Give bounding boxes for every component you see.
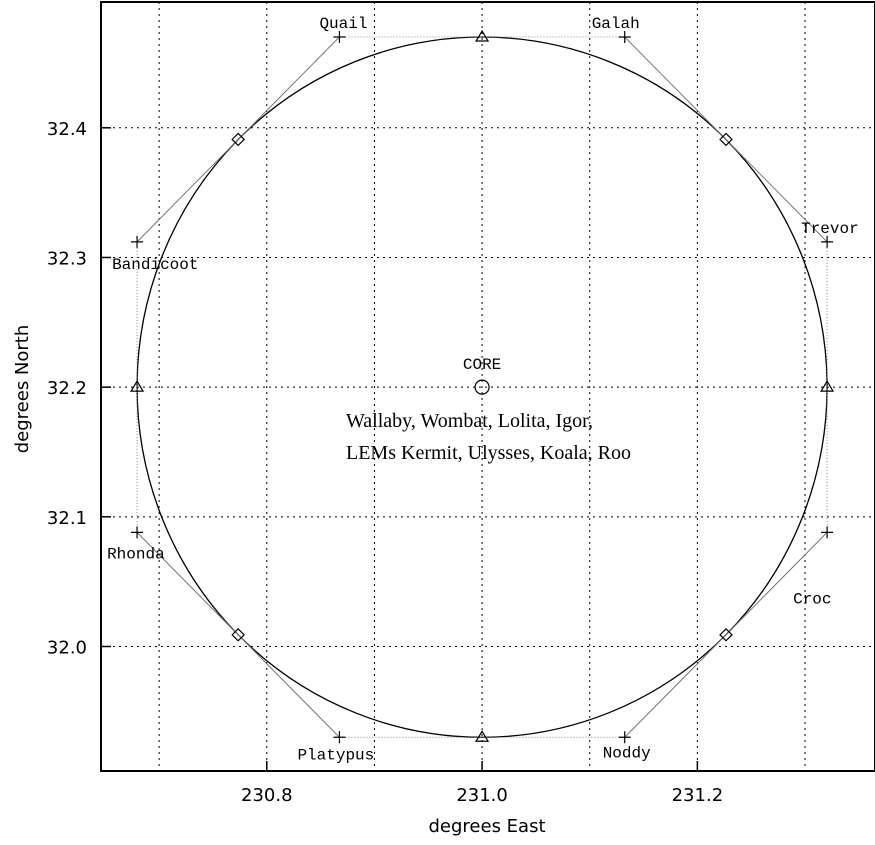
- reference-circle: [136, 36, 828, 738]
- y-tick-label: 32.2: [47, 378, 87, 399]
- station-label-quail: Quail: [319, 15, 367, 33]
- annotation-line-2: LEMs Kermit, Ulysses, Koala, Roo: [346, 442, 631, 464]
- diamond-marker: [231, 132, 245, 147]
- station-marker-noddy: [618, 731, 631, 744]
- station-marker-croc: [821, 526, 834, 539]
- core-marker: [474, 379, 490, 395]
- diamond-marker: [719, 132, 733, 147]
- diagonal-connector: [624, 36, 828, 243]
- x-tick-label: 230.8: [241, 785, 293, 806]
- station-labels: Quail Galah Trevor Croc Noddy Platypus Rhonda B…: [107, 15, 859, 764]
- station-label-platypus: Platypus: [297, 746, 374, 764]
- station-marker-rhonda: [131, 526, 144, 539]
- x-axis-title: degrees East: [428, 816, 545, 837]
- y-tick-label: 32.0: [47, 638, 87, 659]
- core-label: CORE: [463, 356, 501, 374]
- ticks: 230.8 231.0 231.2 32.0 32.1 32.2 32.3 32.4: [47, 119, 723, 806]
- diagonal-connector: [136, 36, 340, 243]
- station-marker-quail: [333, 31, 346, 44]
- triangle-marker: [475, 29, 490, 42]
- y-tick-label: 32.4: [47, 119, 87, 140]
- station-marker-trevor: [821, 235, 834, 248]
- station-marker-platypus: [333, 731, 346, 744]
- diagonal-connector: [136, 532, 340, 738]
- diagonal-connector: [624, 532, 828, 738]
- station-label-noddy: Noddy: [603, 744, 651, 762]
- station-marker-bandicoot: [131, 235, 144, 248]
- y-tick-label: 32.3: [47, 248, 87, 269]
- plot-frame: [100, 1, 875, 772]
- grid: [101, 2, 875, 771]
- station-label-rhonda: Rhonda: [107, 545, 165, 563]
- x-tick-label: 231.0: [456, 785, 508, 806]
- station-label-bandicoot: Bandicoot: [112, 256, 198, 274]
- markers: [130, 29, 835, 744]
- station-label-galah: Galah: [592, 15, 640, 33]
- y-tick-label: 32.1: [47, 508, 87, 529]
- x-tick-label: 231.2: [672, 785, 724, 806]
- station-marker-galah: [618, 31, 631, 44]
- y-axis-title: degrees North: [12, 325, 33, 454]
- connectors: [136, 36, 828, 738]
- station-label-croc: Croc: [793, 590, 831, 608]
- diamond-marker: [719, 627, 733, 642]
- triangle-marker: [475, 730, 490, 742]
- triangle-marker: [820, 379, 835, 392]
- diamond-marker: [231, 627, 245, 642]
- annotation-line-1: Wallaby, Wombat, Lolita, Igor,: [346, 410, 593, 432]
- triangle-marker: [130, 379, 145, 392]
- station-label-trevor: Trevor: [801, 220, 859, 238]
